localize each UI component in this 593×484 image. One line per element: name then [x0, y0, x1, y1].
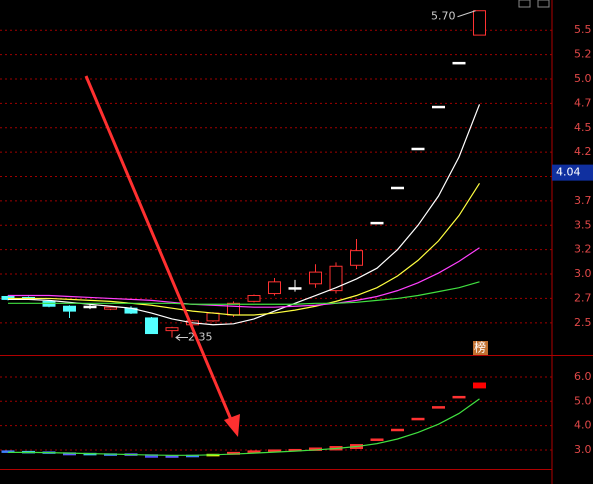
- candle-body: [473, 10, 486, 36]
- y-tick-label: 3.2: [574, 243, 592, 256]
- candle-body: [247, 450, 261, 453]
- candle-body: [63, 305, 76, 312]
- arrow: [84, 75, 240, 437]
- badge-box: [473, 341, 488, 355]
- candle-body: [329, 265, 343, 292]
- moving-average: [8, 104, 481, 326]
- y-tick-label: 5.0: [574, 394, 592, 407]
- candle-body: [411, 147, 425, 151]
- candle-body: [268, 449, 281, 452]
- candle-body: [391, 186, 404, 190]
- price-tag-label: 4.04: [556, 166, 581, 179]
- price-panel: 5.55.25.04.74.54.24.03.73.53.23.02.72.54…: [0, 10, 593, 355]
- candle-body: [145, 317, 158, 335]
- y-tick-label: 2.7: [574, 291, 592, 304]
- window-icon[interactable]: [537, 0, 550, 8]
- y-tick-label: 3.7: [574, 194, 592, 207]
- annotation: 2.35: [188, 330, 213, 343]
- y-tick-label: 5.2: [574, 48, 592, 61]
- candle-body: [288, 287, 302, 290]
- badge: 榜: [474, 340, 486, 355]
- candle-body: [350, 250, 363, 266]
- y-tick-label: 4.5: [574, 121, 592, 134]
- candle-body: [268, 281, 281, 295]
- annotation-pointer: [457, 10, 476, 18]
- y-tick-label: 3.0: [574, 267, 592, 280]
- candle-body: [432, 105, 445, 109]
- candle-body: [473, 382, 486, 389]
- candle-body: [206, 312, 220, 322]
- candle-body: [104, 306, 117, 310]
- y-tick-label: 5.5: [574, 23, 592, 36]
- candle-body: [411, 417, 425, 421]
- candle-body: [83, 305, 97, 309]
- candle-body: [165, 327, 179, 332]
- indicator-panel: 6.0 5.0 4.0 3.0: [0, 370, 592, 458]
- moving-average: [8, 247, 480, 308]
- y-tick-label: 4.7: [574, 96, 592, 109]
- moving-average: [8, 281, 480, 305]
- candle-body: [432, 406, 445, 409]
- candle-body: [165, 455, 179, 458]
- y-tick-label: 6.0: [574, 370, 592, 383]
- candle-body: [370, 221, 384, 225]
- y-tick-label: 5.0: [574, 72, 592, 85]
- y-tick-label: 3.0: [574, 443, 592, 456]
- candle-body: [309, 271, 322, 285]
- candle-body: [391, 428, 404, 432]
- annotation: 5.70: [431, 10, 456, 23]
- annotation-pointer: [175, 334, 188, 341]
- price-tag: [552, 164, 593, 181]
- y-tick-label: 2.5: [574, 316, 592, 329]
- y-tick-label: 4.0: [574, 419, 592, 432]
- candle-body: [227, 302, 240, 316]
- candle-body: [452, 61, 466, 65]
- candle-body: [452, 395, 466, 399]
- moving-average: [8, 398, 480, 456]
- candle-body: [247, 295, 261, 302]
- candle-body: [370, 438, 384, 441]
- y-tick-label: 3.5: [574, 218, 592, 231]
- y-tick-label: 4.2: [574, 145, 592, 158]
- window-icon[interactable]: [518, 0, 531, 8]
- moving-average: [8, 183, 481, 316]
